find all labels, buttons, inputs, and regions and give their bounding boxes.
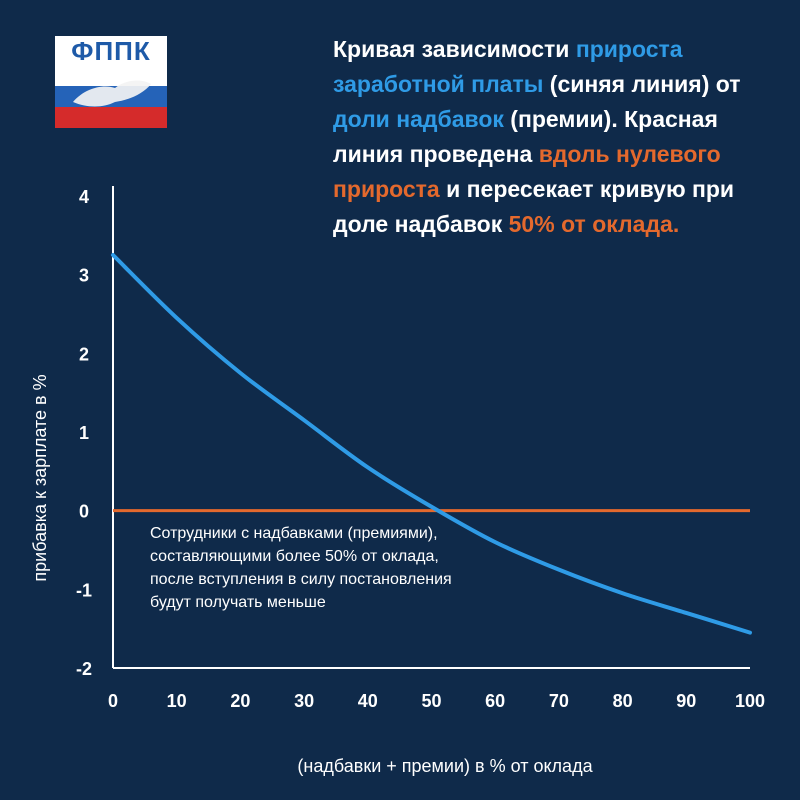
x-tick-label: 80 xyxy=(613,691,633,711)
headline-part: Кривая зависимости xyxy=(333,36,576,62)
y-axis-label: прибавка к зарплате в % xyxy=(30,374,50,581)
x-tick-label: 0 xyxy=(108,691,118,711)
y-tick-label: -2 xyxy=(76,659,92,679)
x-tick-label: 20 xyxy=(230,691,250,711)
headline-part: и пересекает кривую при доле надбавок xyxy=(333,176,735,237)
y-tick-label: -1 xyxy=(76,580,92,600)
y-tick-label: 1 xyxy=(79,423,89,443)
chart-annotation: Сотрудники с надбавками (премиями), сост… xyxy=(150,525,452,611)
headline-part: (премии). Красная линия проведена xyxy=(333,106,718,167)
x-tick-label: 50 xyxy=(421,691,441,711)
salary-growth-curve xyxy=(111,253,752,635)
y-tick-label: 0 xyxy=(79,502,89,522)
x-tick-label: 10 xyxy=(167,691,187,711)
x-tick-label: 40 xyxy=(358,691,378,711)
headline-highlight-growth: прироста заработной платы xyxy=(333,36,683,97)
headline-highlight-zero: вдоль нулевого прироста xyxy=(333,141,721,202)
x-axis-label: (надбавки + премии) в % от оклада xyxy=(297,756,593,776)
fppk-logo: ФППК xyxy=(55,36,167,128)
y-tick-label: 2 xyxy=(79,344,89,364)
y-tick-label: 4 xyxy=(79,187,89,207)
headline-highlight-fifty: 50% от оклада. xyxy=(508,211,680,237)
x-tick-label: 90 xyxy=(676,691,696,711)
x-tick-label: 30 xyxy=(294,691,314,711)
logo-text: ФППК xyxy=(55,36,167,66)
x-tick-label: 70 xyxy=(549,691,569,711)
x-tick-label: 100 xyxy=(735,691,765,711)
logo-flag-hands-icon xyxy=(55,66,167,128)
x-tick-label: 60 xyxy=(485,691,505,711)
headline: Кривая зависимости прироста заработной п… xyxy=(333,32,773,242)
headline-part: (синяя линия) от xyxy=(543,71,741,97)
y-tick-label: 3 xyxy=(79,266,89,286)
headline-highlight-share: доли надбавок xyxy=(333,106,504,132)
